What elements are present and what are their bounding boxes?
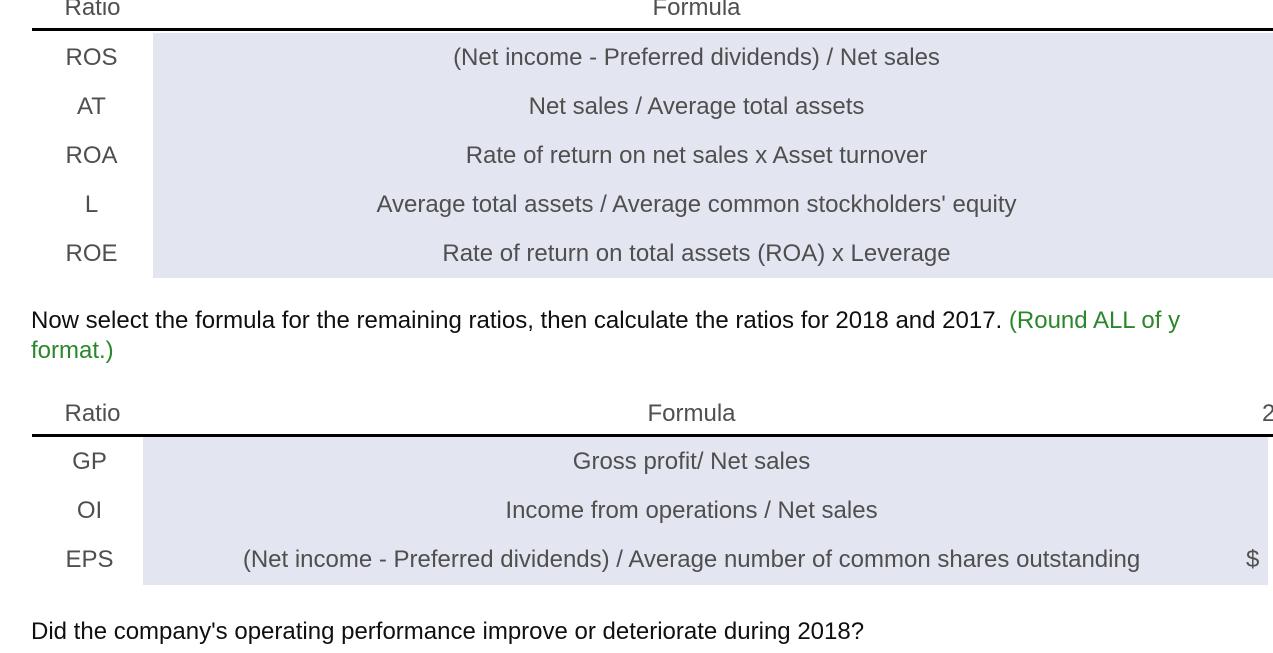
table-row: AT Net sales / Average total assets	[0, 82, 1273, 131]
formula-answer-roa[interactable]: Rate of return on net sales x Asset turn…	[465, 141, 928, 169]
ratio-label-oi: OI	[76, 496, 103, 524]
table-row: EPS (Net income - Preferred dividends) /…	[0, 535, 1273, 584]
rounding-note-line1: (Round ALL of y	[1008, 307, 1181, 334]
table2-body: GP Gross profit/ Net sales OI Income fro…	[0, 437, 1273, 585]
instruction-paragraph: Now select the formula for the remaining…	[31, 306, 1273, 366]
formula-answer-oi[interactable]: Income from operations / Net sales	[505, 496, 878, 524]
ratio-label-roe: ROE	[65, 239, 118, 267]
table1-answer-shade	[153, 33, 1273, 278]
table1-body: ROS (Net income - Preferred dividends) /…	[0, 33, 1273, 278]
table2-header-rule	[32, 434, 1273, 437]
table-row: L Average total assets / Average common …	[0, 180, 1273, 229]
table2-header-ratio: Ratio	[64, 400, 121, 427]
table1-header-formula: Formula	[652, 0, 741, 21]
formula-answer-ros[interactable]: (Net income - Preferred dividends) / Net…	[453, 43, 940, 71]
table-row: ROE Rate of return on total assets (ROA)…	[0, 229, 1273, 278]
table-row: OI Income from operations / Net sales	[0, 486, 1273, 535]
ratio-label-roa: ROA	[65, 141, 118, 169]
table2-answer-shade	[143, 437, 1268, 585]
table-row: GP Gross profit/ Net sales	[0, 437, 1273, 486]
rounding-note-line2: format.)	[31, 337, 114, 364]
table-row: ROS (Net income - Preferred dividends) /…	[0, 33, 1273, 82]
table2-header-year-2018-clipped: 2	[1262, 400, 1273, 427]
table1-header-rule	[32, 28, 1273, 31]
ratio-label-gp: GP	[72, 447, 107, 475]
formula-answer-roe[interactable]: Rate of return on total assets (ROA) x L…	[442, 239, 951, 267]
instruction-text: Now select the formula for the remaining…	[31, 307, 1009, 334]
value-cell-eps-dollar[interactable]: $	[1246, 545, 1260, 573]
formula-answer-gp[interactable]: Gross profit/ Net sales	[572, 447, 811, 475]
formula-answer-l[interactable]: Average total assets / Average common st…	[376, 190, 1017, 218]
table2-header-formula: Formula	[647, 400, 736, 427]
ratio-label-l: L	[84, 190, 99, 218]
table1-header-ratio: Ratio	[64, 0, 121, 21]
ratio-label-at: AT	[77, 92, 106, 120]
formula-answer-at[interactable]: Net sales / Average total assets	[528, 92, 865, 120]
ratio-label-eps: EPS	[65, 545, 114, 573]
formula-answer-eps[interactable]: (Net income - Preferred dividends) / Ave…	[242, 545, 1141, 573]
operating-performance-question: Did the company's operating performance …	[31, 618, 865, 645]
ratio-label-ros: ROS	[65, 43, 118, 71]
table-row: ROA Rate of return on net sales x Asset …	[0, 131, 1273, 180]
